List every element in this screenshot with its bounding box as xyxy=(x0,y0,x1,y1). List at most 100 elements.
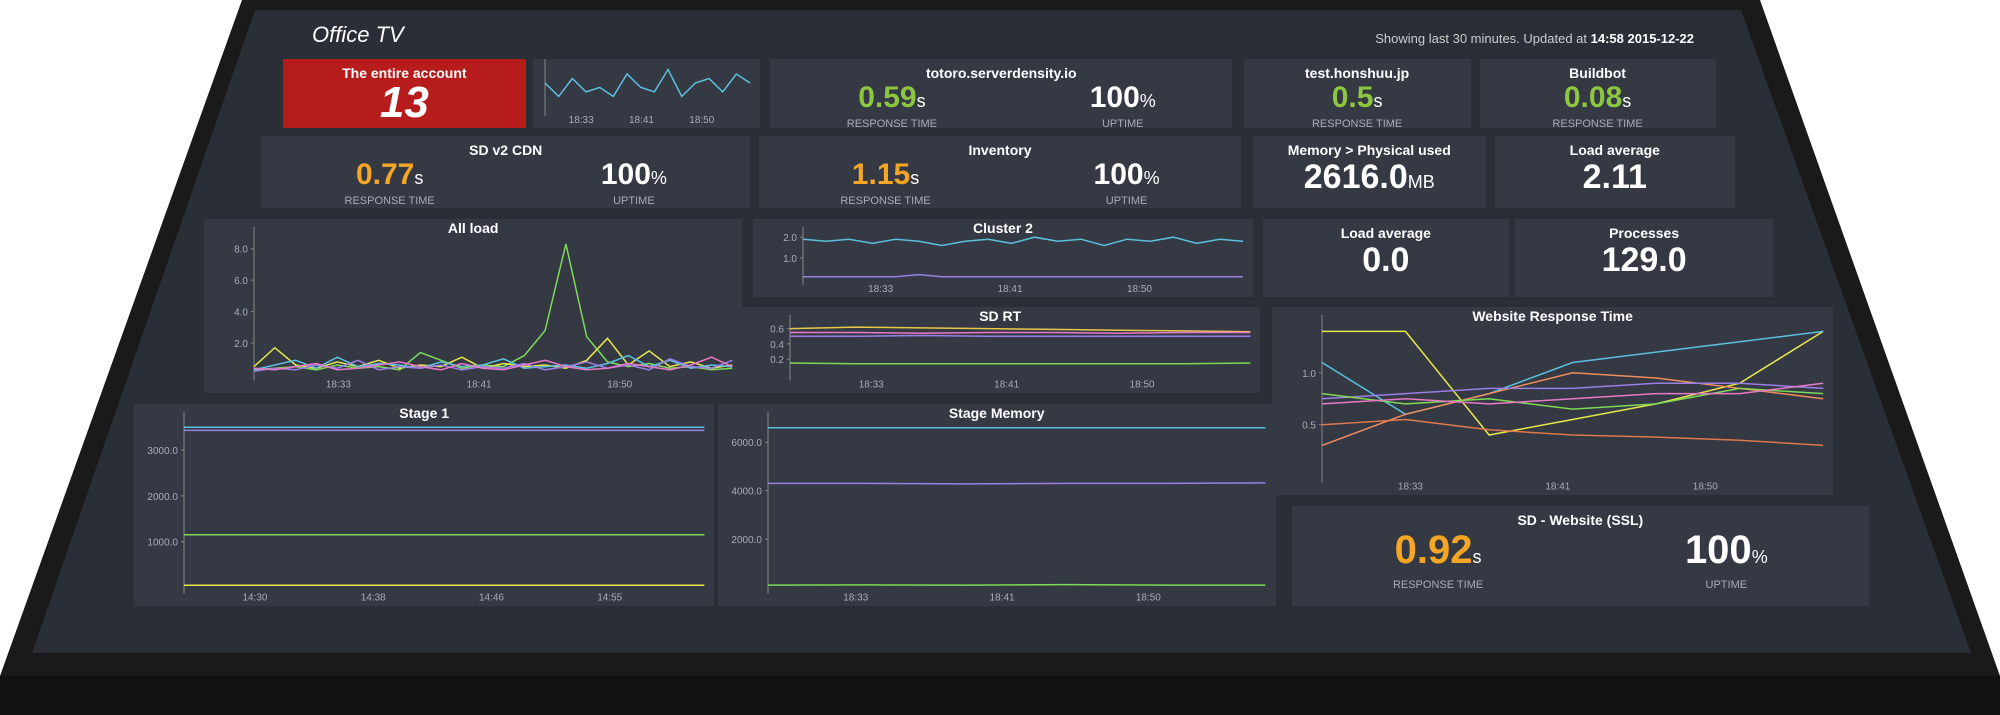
value: 2616.0 xyxy=(1303,158,1408,197)
metric-row: 0.59s RESPONSE TIME 100% UPTIME xyxy=(770,81,1232,128)
series-line xyxy=(253,355,733,371)
unit: % xyxy=(650,168,667,189)
y-tick-label: 2000.0 xyxy=(732,535,763,546)
tile: Load average 0.0 xyxy=(1262,219,1509,298)
value: 100 xyxy=(1089,80,1140,114)
metric-row: 2616.0MB xyxy=(1253,158,1486,201)
tile-title: Load average xyxy=(1569,142,1660,159)
series-line xyxy=(789,362,1251,365)
series-line xyxy=(789,335,1251,338)
metric-label: RESPONSE TIME xyxy=(1552,117,1643,128)
metric-value: 0.59s xyxy=(847,81,937,118)
metric-row: 0.5s RESPONSE TIME xyxy=(1244,81,1471,128)
series-line xyxy=(768,584,1266,587)
metric-value: 129.0 xyxy=(1602,241,1687,279)
value: 129.0 xyxy=(1601,241,1687,280)
y-tick-label: 2.0 xyxy=(783,234,797,245)
metric-label: RESPONSE TIME xyxy=(1311,117,1403,128)
chart-panel: All load 2.0 4.0 6.0 8.0 18:33 18:41 18:50 xyxy=(204,219,743,393)
tile-title: test.honshuu.jp xyxy=(1305,64,1410,81)
metric: 100% UPTIME xyxy=(1685,528,1768,591)
series-line xyxy=(789,332,1251,335)
y-tick-label: 6.0 xyxy=(234,277,248,288)
tile: Load average 2.11 xyxy=(1494,136,1735,208)
updated-time: 14:58 2015-12-22 xyxy=(1590,31,1694,46)
chart: Website Response Time 0.5 1.0 18:33 18:41 18:… xyxy=(1302,308,1824,493)
metric-value: 2616.0MB xyxy=(1304,158,1435,201)
y-tick-label: 2000.0 xyxy=(147,492,178,503)
unit: s xyxy=(414,168,424,189)
tile: Memory > Physical used 2616.0MB xyxy=(1252,136,1486,208)
metric-value: 0.0 xyxy=(1362,241,1409,279)
metric-row: 2.11 xyxy=(1495,158,1735,196)
metric-row: 0.92s RESPONSE TIME 100% UPTIME xyxy=(1292,528,1869,591)
tile: SD v2 CDN 0.77s RESPONSE TIME 100% UPTIME xyxy=(261,136,750,208)
value: 1.15 xyxy=(851,158,911,192)
unit: s xyxy=(1373,90,1383,111)
metric-value: 100% xyxy=(1685,528,1768,579)
series-line xyxy=(768,482,1266,485)
tile-title: The entire account xyxy=(342,64,467,81)
unit: s xyxy=(1472,547,1482,568)
chart: All load 2.0 4.0 6.0 8.0 18:33 18:41 18:50 xyxy=(234,220,733,391)
metric-label: RESPONSE TIME xyxy=(1392,579,1484,592)
x-tick-label: 14:38 xyxy=(361,593,386,604)
unit: s xyxy=(916,90,926,111)
chart-title: Website Response Time xyxy=(1472,308,1633,324)
y-tick-label: 0.6 xyxy=(770,325,784,336)
metric-row: 0.08s RESPONSE TIME xyxy=(1480,81,1716,128)
x-tick-label: 18:41 xyxy=(994,380,1019,391)
y-tick-label: 3000.0 xyxy=(147,446,178,457)
metric-value: 0.92s xyxy=(1393,528,1483,579)
value: 100 xyxy=(1684,528,1752,573)
chart-title: SD RT xyxy=(979,308,1021,324)
metric-row: 1.15s RESPONSE TIME 100% UPTIME xyxy=(759,158,1241,207)
series-line xyxy=(253,358,733,373)
unit: % xyxy=(1751,547,1768,568)
y-tick-label: 1.0 xyxy=(783,254,797,265)
metric: 0.0 xyxy=(1362,241,1409,279)
metric-value: 0.77s xyxy=(345,158,435,195)
tile-title: totoro.serverdensity.io xyxy=(925,64,1077,81)
value: 0.5 xyxy=(1331,80,1374,114)
x-tick-label: 14:30 xyxy=(242,593,267,604)
tile: test.honshuu.jp 0.5s RESPONSE TIME xyxy=(1243,58,1471,128)
x-tick-label: 18:50 xyxy=(1127,284,1152,295)
chart: Cluster 2 1.0 2.0 18:33 18:41 18:50 xyxy=(783,220,1243,295)
chart-title: Cluster 2 xyxy=(973,220,1033,236)
unit: MB xyxy=(1407,172,1435,193)
tile: SD - Website (SSL) 0.92s RESPONSE TIME 100%… xyxy=(1292,506,1869,606)
tile-title: Memory > Physical used xyxy=(1287,142,1451,159)
bezel-base xyxy=(0,676,2000,715)
chart-title: Stage 1 xyxy=(399,405,449,421)
unit: s xyxy=(1622,90,1632,111)
metric-value: 0.5s xyxy=(1312,81,1402,118)
y-tick-label: 6000.0 xyxy=(732,439,763,450)
metric-label: RESPONSE TIME xyxy=(344,195,435,208)
x-tick-label: 14:55 xyxy=(597,593,622,604)
metric: 100% UPTIME xyxy=(1090,81,1156,128)
metric: 0.59s RESPONSE TIME xyxy=(847,81,937,128)
series-line xyxy=(254,244,733,371)
tile-title: Buildbot xyxy=(1569,64,1626,81)
status-text: Showing last 30 minutes. Updated at xyxy=(1375,31,1588,46)
y-tick-label: 1.0 xyxy=(1302,369,1316,380)
metric-value: 0.08s xyxy=(1552,81,1642,118)
y-tick-label: 8.0 xyxy=(234,245,248,256)
metric: 1.15s RESPONSE TIME xyxy=(840,158,930,207)
unit: % xyxy=(1139,90,1156,111)
chart-panel: SD RT 0.2 0.4 0.6 18:33 18:41 18:50 xyxy=(739,307,1261,393)
x-tick-label: 18:50 xyxy=(1129,380,1154,391)
chart-panel: Stage Memory 2000.0 4000.0 6000.0 18:33 18:41… xyxy=(718,404,1276,606)
x-tick-label: 18:50 xyxy=(607,380,632,391)
chart-title: All load xyxy=(448,220,499,236)
metric-label: UPTIME xyxy=(1105,195,1148,208)
series-line xyxy=(802,274,1243,278)
metric: 0.92s RESPONSE TIME xyxy=(1393,528,1483,591)
series-line xyxy=(254,356,733,371)
series-line xyxy=(1321,419,1823,447)
chart-panel: Cluster 2 1.0 2.0 18:33 18:41 18:50 xyxy=(752,219,1253,298)
chart: Stage Memory 2000.0 4000.0 6000.0 18:33 18:41… xyxy=(732,405,1266,604)
x-tick-label: 18:33 xyxy=(868,284,893,295)
unit: % xyxy=(1143,168,1160,189)
